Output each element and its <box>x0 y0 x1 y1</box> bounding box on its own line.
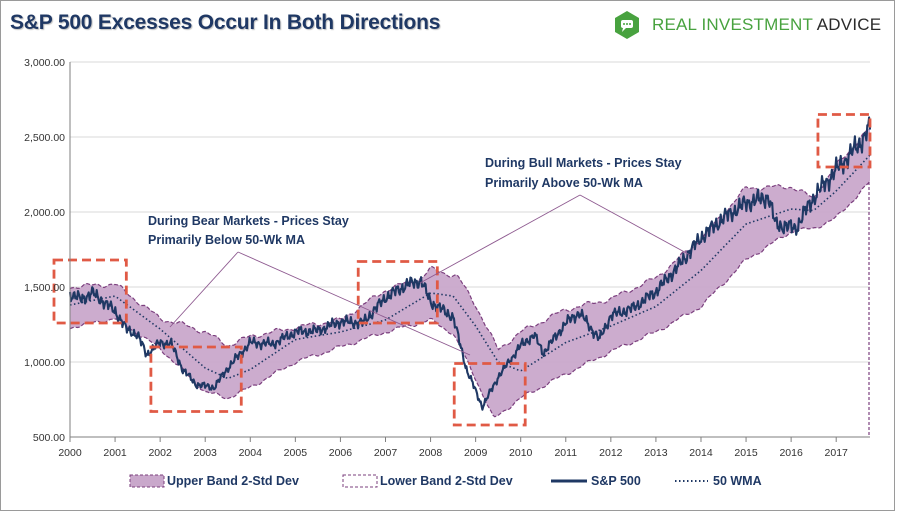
x-tick-label: 2017 <box>825 447 849 459</box>
highlight-boxes <box>52 113 872 427</box>
brand-name-green: REAL INVESTMENT <box>652 15 813 34</box>
x-tick-label: 2005 <box>284 447 308 459</box>
legend-upper-band-label: Upper Band 2-Std Dev <box>167 474 299 488</box>
legend-wma-label: 50 WMA <box>713 474 762 488</box>
axes: 500.00 1,000.00 1,500.00 2,000.00 2,500.00 3,… <box>24 57 870 459</box>
x-tick-label: 2007 <box>374 447 398 459</box>
annotation-bear-line1: During Bear Markets - Prices Stay <box>148 214 349 228</box>
y-tick-label: 2,500.00 <box>24 132 65 144</box>
brand[interactable]: REAL INVESTMENT ADVICE <box>612 10 881 40</box>
brand-logo-icon <box>615 11 639 39</box>
highlight-box <box>149 345 243 413</box>
x-tick-label: 2013 <box>644 447 668 459</box>
chart-title: S&P 500 Excesses Occur In Both Direction… <box>10 11 441 34</box>
annotation-bear-pointer <box>237 251 471 356</box>
annotations: During Bear Markets - Prices Stay Primari… <box>148 156 691 356</box>
legend: Upper Band 2-Std Dev Lower Band 2-Std Dev… <box>129 474 762 488</box>
x-tick-label: 2006 <box>329 447 353 459</box>
x-tick-label: 2000 <box>58 447 82 459</box>
y-tick-label: 1,000.00 <box>24 357 65 369</box>
legend-lower-band-swatch <box>342 474 378 488</box>
highlight-box <box>816 113 872 169</box>
annotation-bull-line2: Primarily Above 50-Wk MA <box>485 176 643 190</box>
y-tick-label: 1,500.00 <box>24 282 65 294</box>
y-tick-label: 2,000.00 <box>24 207 65 219</box>
x-tick-label: 2001 <box>103 447 127 459</box>
x-tick-label: 2008 <box>419 447 443 459</box>
x-tick-label: 2014 <box>689 447 713 459</box>
x-tick-label: 2011 <box>554 447 577 459</box>
annotation-bull-pointer <box>419 194 581 284</box>
sp500-line <box>68 116 872 411</box>
legend-upper-band-swatch <box>129 474 165 488</box>
y-tick-label: 500.00 <box>33 432 65 444</box>
x-tick-label: 2009 <box>464 447 488 459</box>
lower-band-line <box>69 180 871 418</box>
x-tick-label: 2016 <box>779 447 803 459</box>
annotation-bull-line1: During Bull Markets - Prices Stay <box>485 156 682 170</box>
x-tick-label: 2004 <box>239 447 263 459</box>
annotation-bull-pointer <box>579 194 691 256</box>
annotation-bear-pointer <box>169 251 239 328</box>
series-lines <box>68 116 872 411</box>
x-tick-label: 2002 <box>148 447 172 459</box>
annotation-bear-line2: Primarily Below 50-Wk MA <box>148 233 305 247</box>
legend-lower-band-label: Lower Band 2-Std Dev <box>380 474 513 488</box>
y-tick-label: 3,000.00 <box>24 57 65 69</box>
legend-sp500-label: S&P 500 <box>591 474 641 488</box>
x-tick-label: 2015 <box>734 447 758 459</box>
highlight-box <box>452 362 527 427</box>
x-tick-label: 2012 <box>599 447 623 459</box>
brand-name-dark: ADVICE <box>816 15 882 34</box>
wma-line <box>69 154 871 380</box>
upper-band-line <box>69 126 871 351</box>
highlight-box <box>52 258 128 325</box>
x-tick-label: 2003 <box>194 447 218 459</box>
x-tick-label: 2010 <box>509 447 533 459</box>
brand-name: REAL INVESTMENT ADVICE <box>652 15 881 35</box>
